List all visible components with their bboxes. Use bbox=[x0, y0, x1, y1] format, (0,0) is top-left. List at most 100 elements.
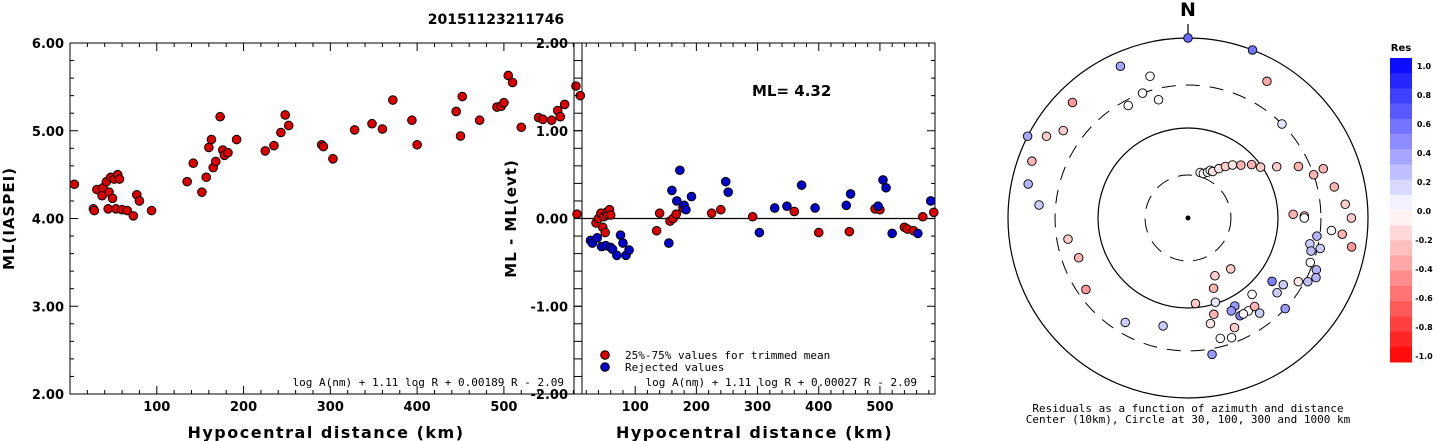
colorbar-segment bbox=[1390, 210, 1412, 226]
rejected-point bbox=[675, 165, 685, 176]
data-point bbox=[215, 111, 225, 122]
data-point bbox=[283, 120, 294, 131]
rejected-point bbox=[845, 189, 856, 199]
station-point bbox=[1215, 333, 1226, 344]
data-point bbox=[134, 196, 145, 206]
data-point bbox=[412, 139, 422, 150]
rejected-point bbox=[796, 180, 807, 190]
rejected-point bbox=[769, 203, 780, 213]
rejected-point bbox=[754, 227, 765, 238]
data-point bbox=[276, 127, 286, 138]
colorbar-segment bbox=[1390, 316, 1412, 333]
station-point bbox=[1210, 297, 1221, 308]
rejected-point bbox=[681, 204, 691, 215]
station-point bbox=[1137, 88, 1148, 98]
station-point bbox=[1183, 33, 1193, 43]
rejected-point bbox=[612, 250, 622, 261]
trimmed-point bbox=[706, 208, 717, 219]
rejected-point bbox=[913, 228, 923, 239]
rejected-point bbox=[841, 200, 852, 211]
data-point bbox=[451, 106, 461, 117]
station-point bbox=[1210, 270, 1220, 281]
station-point bbox=[1262, 76, 1272, 87]
rejected-point bbox=[720, 176, 731, 187]
data-point bbox=[114, 174, 125, 184]
colorbar-segment bbox=[1390, 194, 1412, 211]
station-point bbox=[1267, 276, 1277, 287]
trimmed-point bbox=[844, 226, 855, 237]
station-point bbox=[1081, 284, 1091, 295]
x-tick-label: 100 bbox=[143, 400, 170, 415]
data-point bbox=[571, 81, 581, 91]
data-point bbox=[188, 158, 199, 169]
y-tick-label: 5.00 bbox=[32, 125, 64, 140]
trimmed-point bbox=[917, 211, 928, 222]
rejected-point bbox=[782, 201, 792, 212]
station-point bbox=[1022, 131, 1033, 142]
trimmed-point bbox=[600, 227, 611, 238]
data-point bbox=[349, 125, 360, 135]
figure-title: 20151123211746 bbox=[428, 12, 564, 28]
station-point bbox=[1329, 182, 1340, 192]
colorbar-segment bbox=[1390, 118, 1412, 135]
data-point bbox=[516, 122, 527, 133]
data-point bbox=[197, 187, 207, 197]
station-point bbox=[1247, 45, 1258, 55]
colorbar-segment bbox=[1390, 255, 1412, 272]
colorbar-segment bbox=[1390, 88, 1412, 105]
station-point bbox=[1063, 234, 1073, 244]
colorbar-segment bbox=[1390, 164, 1412, 181]
data-point bbox=[128, 211, 139, 221]
station-point bbox=[1123, 100, 1133, 111]
y-tick-label: -1.00 bbox=[531, 300, 568, 315]
data-point bbox=[69, 179, 80, 190]
station-point bbox=[1293, 161, 1304, 172]
legend-label: 25%-75% values for trimmed mean bbox=[625, 349, 830, 362]
data-point bbox=[455, 131, 466, 141]
y-tick-label: -2.00 bbox=[531, 388, 568, 403]
station-point bbox=[1205, 318, 1216, 329]
station-point bbox=[1326, 225, 1337, 236]
ml-annotation: ML= 4.32 bbox=[752, 82, 831, 100]
data-point bbox=[559, 99, 570, 110]
station-point bbox=[1120, 317, 1130, 328]
station-point bbox=[1346, 242, 1357, 252]
y-tick-label: 6.00 bbox=[32, 37, 64, 52]
colorbar-segment bbox=[1390, 301, 1412, 317]
ring-30km bbox=[1144, 174, 1232, 262]
station-point bbox=[1208, 283, 1219, 294]
station-point bbox=[1236, 160, 1246, 170]
trimmed-point bbox=[928, 207, 939, 218]
trimmed-point bbox=[605, 210, 616, 220]
rejected-point bbox=[887, 228, 897, 239]
rejected-point bbox=[925, 196, 936, 206]
station-point bbox=[1246, 159, 1257, 170]
station-point bbox=[1305, 257, 1316, 268]
polar-caption-line2: Center (10km), Circle at 30, 100, 300 an… bbox=[1026, 413, 1351, 426]
rejected-point bbox=[873, 201, 883, 212]
data-point bbox=[499, 97, 509, 108]
data-point bbox=[507, 77, 518, 88]
station-point bbox=[1226, 332, 1237, 343]
station-point bbox=[1249, 301, 1260, 312]
station-point bbox=[1306, 246, 1316, 256]
station-point bbox=[1346, 213, 1357, 223]
station-point bbox=[1067, 97, 1078, 108]
ring-300km bbox=[1054, 84, 1322, 352]
data-point bbox=[367, 118, 377, 129]
data-point bbox=[538, 114, 548, 125]
y-tick-label: 2.00 bbox=[32, 388, 64, 403]
data-point bbox=[107, 193, 118, 204]
station-point bbox=[1255, 162, 1266, 172]
data-point bbox=[231, 134, 242, 145]
rejected-point bbox=[615, 230, 626, 240]
data-point bbox=[318, 141, 329, 152]
data-point bbox=[457, 91, 468, 102]
y-tick-label: 3.00 bbox=[32, 300, 64, 315]
data-point bbox=[377, 124, 388, 134]
colorbar-segment bbox=[1390, 58, 1412, 74]
data-point bbox=[555, 111, 566, 122]
station-point bbox=[1034, 200, 1044, 210]
rejected-point bbox=[671, 196, 682, 206]
